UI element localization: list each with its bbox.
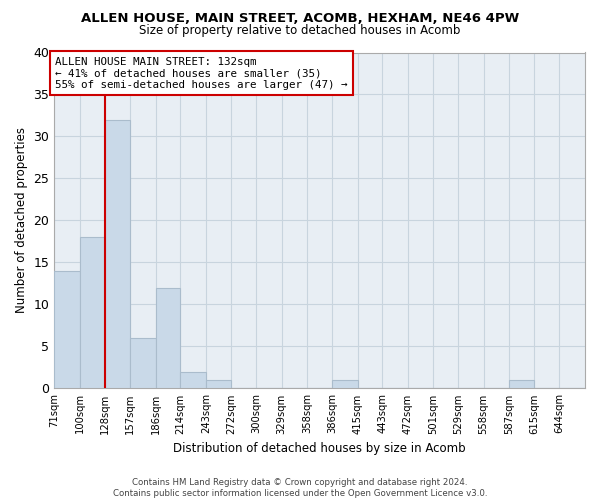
Bar bbox=[206, 380, 232, 388]
X-axis label: Distribution of detached houses by size in Acomb: Distribution of detached houses by size … bbox=[173, 442, 466, 455]
Bar bbox=[104, 120, 130, 388]
Bar bbox=[54, 271, 80, 388]
Bar bbox=[155, 288, 181, 388]
Bar bbox=[181, 372, 206, 388]
Bar bbox=[509, 380, 534, 388]
Text: ALLEN HOUSE, MAIN STREET, ACOMB, HEXHAM, NE46 4PW: ALLEN HOUSE, MAIN STREET, ACOMB, HEXHAM,… bbox=[81, 12, 519, 26]
Text: Contains HM Land Registry data © Crown copyright and database right 2024.
Contai: Contains HM Land Registry data © Crown c… bbox=[113, 478, 487, 498]
Bar bbox=[130, 338, 155, 388]
Bar bbox=[80, 238, 104, 388]
Text: ALLEN HOUSE MAIN STREET: 132sqm
← 41% of detached houses are smaller (35)
55% of: ALLEN HOUSE MAIN STREET: 132sqm ← 41% of… bbox=[55, 56, 347, 90]
Y-axis label: Number of detached properties: Number of detached properties bbox=[15, 128, 28, 314]
Text: Size of property relative to detached houses in Acomb: Size of property relative to detached ho… bbox=[139, 24, 461, 37]
Bar bbox=[332, 380, 358, 388]
